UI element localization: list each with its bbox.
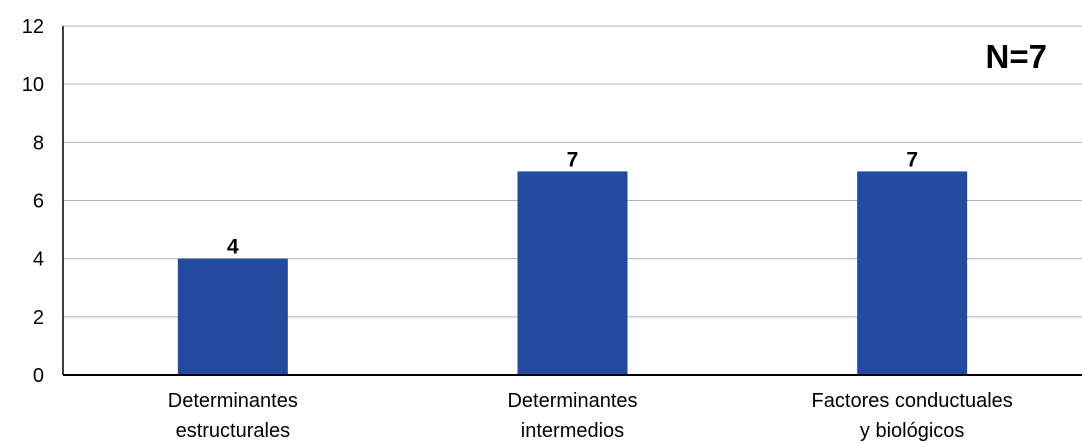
y-tick-label: 8 [33,132,44,154]
y-axis-ticks: 0 2 4 6 8 10 12 [22,16,44,387]
x-category-label-line: intermedios [521,420,624,442]
x-category-label: Factores conductuales y biológicos [812,390,1013,442]
y-tick-label: 12 [22,16,44,38]
bar [177,258,288,375]
bar [517,171,628,375]
x-category-label-line: estructurales [176,420,291,442]
data-label: 7 [567,148,579,171]
sample-size-annotation: N=7 [986,38,1047,75]
y-tick-label: 2 [33,307,44,329]
data-label: 7 [906,148,918,171]
y-tick-label: 10 [22,74,44,96]
bar [857,171,968,375]
y-tick-label: 0 [33,365,44,387]
y-tick-label: 4 [33,249,44,271]
x-category-label: Determinantes intermedios [507,390,637,442]
y-tick-label: 6 [33,191,44,213]
x-axis-categories: Determinantes estructurales Determinantes i… [168,390,1013,442]
x-category-label-line: Factores conductuales [812,390,1013,412]
x-category-label-line: Determinantes [507,390,637,412]
data-label: 4 [227,236,239,259]
x-category-label: Determinantes estructurales [168,390,298,442]
bars [177,171,968,375]
x-category-label-line: y biológicos [860,420,965,442]
x-category-label-line: Determinantes [168,390,298,412]
data-labels: 4 7 7 [227,148,918,258]
